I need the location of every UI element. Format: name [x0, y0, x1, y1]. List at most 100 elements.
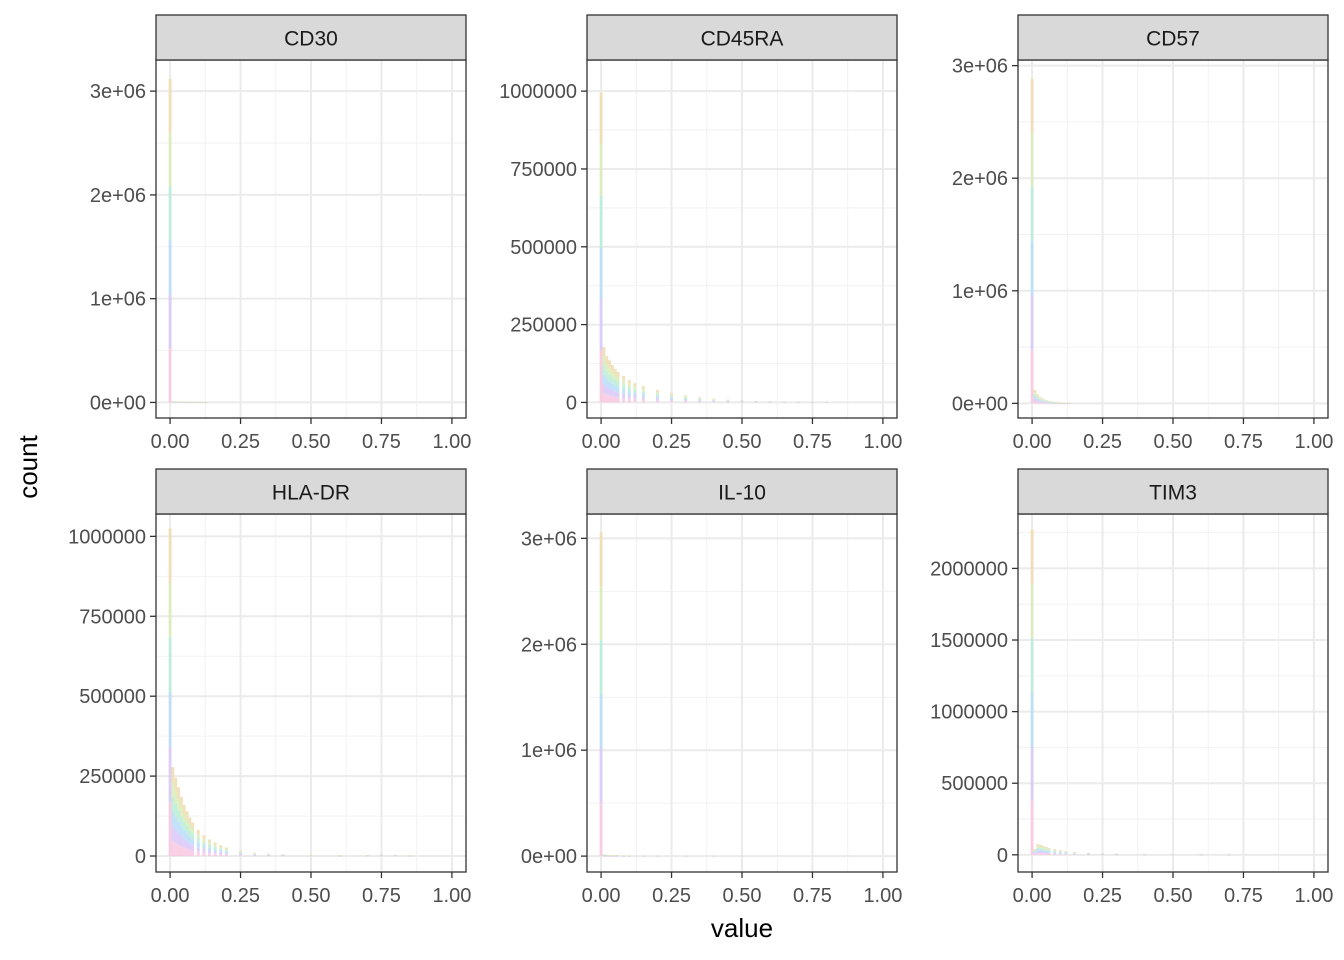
histogram-bar-segment — [1039, 849, 1043, 852]
histogram-bar — [1055, 402, 1059, 404]
histogram-bar — [174, 401, 178, 403]
x-tick-label: 0.50 — [1154, 431, 1193, 453]
histogram-bar-segment — [1044, 846, 1048, 849]
histogram-bar-segment — [605, 854, 609, 856]
histogram-bar — [191, 822, 195, 857]
histogram-bar-segment — [168, 692, 172, 747]
histogram-bar — [616, 855, 620, 857]
histogram-bar-segment — [610, 396, 614, 403]
histogram-bar — [1086, 852, 1090, 855]
histogram-bar-segment — [191, 401, 195, 403]
histogram-bar — [608, 855, 612, 857]
histogram-bar-segment — [379, 854, 383, 856]
histogram-bar — [726, 399, 730, 403]
histogram-bar-segment — [1033, 852, 1037, 854]
y-tick-label: 1500000 — [930, 630, 1008, 652]
x-axis-title: value — [711, 913, 773, 943]
histogram-bar-segment — [1041, 399, 1045, 401]
histogram-bar-segment — [188, 849, 192, 857]
histogram-bar-segment — [1047, 402, 1051, 403]
histogram-bar-segment — [171, 811, 175, 827]
histogram-bar-segment — [1047, 853, 1051, 855]
histogram-bar-segment — [712, 855, 716, 857]
histogram-bar-segment — [599, 532, 603, 587]
histogram-bar-segment — [1030, 746, 1034, 801]
histogram-bar-segment — [605, 371, 609, 380]
histogram-bar-segment — [1072, 854, 1076, 855]
histogram-bar — [1143, 854, 1147, 856]
histogram-bar-segment — [168, 528, 172, 583]
histogram-bar-segment — [1030, 349, 1034, 404]
histogram-bar-segment — [1041, 398, 1045, 400]
histogram-bar-segment — [605, 379, 609, 387]
histogram-bar-segment — [185, 826, 189, 834]
histogram-bar-segment — [655, 855, 659, 857]
histogram-bar — [1041, 398, 1045, 404]
histogram-bar-segment — [1064, 851, 1068, 853]
histogram-bar-segment — [1050, 402, 1054, 403]
histogram-bar-segment — [1036, 397, 1040, 399]
histogram-bar-segment — [1058, 853, 1062, 855]
histogram-bar-segment — [182, 838, 186, 848]
facet-panel: IL-10 0.00 0.25 0.50 0.75 1.00 0e+00 1e+06 2e+06… — [521, 468, 902, 907]
histogram-bar-segment — [1041, 401, 1045, 402]
histogram-bar-segment — [281, 855, 285, 856]
histogram-bar — [740, 855, 744, 857]
histogram-bar — [641, 855, 645, 857]
histogram-bar-segment — [337, 855, 341, 856]
histogram-bar-segment — [1033, 850, 1037, 851]
histogram-bar — [1067, 402, 1071, 404]
facet-panel: CD45RA 0.00 0.25 0.50 0.75 1.00 0 250000 500000 7… — [499, 14, 902, 453]
histogram-bar-segment — [1047, 849, 1051, 851]
histogram-bar-segment — [1044, 401, 1048, 402]
histogram-bar — [1227, 854, 1231, 856]
histogram-bar-segment — [1064, 854, 1068, 855]
histogram-bar — [1053, 401, 1057, 404]
histogram-bar-segment — [196, 847, 200, 852]
histogram-bar — [365, 855, 369, 857]
histogram-bar-segment — [605, 363, 609, 372]
x-tick-label: 0.50 — [292, 885, 331, 907]
histogram-bar-segment — [219, 848, 223, 851]
x-tick-label: 1.00 — [863, 885, 902, 907]
histogram-bar-segment — [1044, 402, 1048, 403]
x-tick-label: 0.75 — [793, 431, 832, 453]
histogram-bar-segment — [1044, 850, 1048, 853]
histogram-bar-segment — [213, 851, 217, 854]
y-tick-label: 3e+06 — [90, 81, 146, 103]
histogram-bar — [622, 375, 626, 403]
histogram-bar-segment — [174, 790, 178, 804]
histogram-bar — [670, 393, 674, 403]
histogram-bar-segment — [1033, 849, 1037, 851]
histogram-bar-segment — [202, 835, 206, 839]
histogram-bar-segment — [213, 842, 217, 845]
histogram-bar-segment — [768, 401, 772, 402]
y-tick-label: 2e+06 — [952, 168, 1008, 190]
histogram-bar-segment — [177, 821, 181, 834]
histogram-bar-segment — [754, 401, 758, 402]
histogram-bar — [627, 380, 631, 403]
y-tick-label: 1e+06 — [952, 281, 1008, 303]
histogram-bar — [1044, 399, 1048, 404]
histogram-bar-segment — [185, 818, 189, 827]
histogram-bar-segment — [602, 855, 606, 856]
histogram-bar-segment — [1036, 394, 1040, 396]
histogram-bar-segment — [267, 855, 271, 856]
facet-panels: CD30 0.00 0.25 0.50 0.75 1.00 0e+00 1e+06 2e+06 3… — [68, 14, 1333, 907]
histogram-bar-segment — [267, 854, 271, 856]
histogram-bar-segment — [281, 854, 285, 855]
x-tick-label: 0.75 — [1224, 885, 1263, 907]
histogram-bar-segment — [1044, 402, 1048, 404]
histogram-bar-segment — [379, 855, 383, 857]
histogram-bar-segment — [610, 371, 614, 378]
histogram-bar-segment — [1199, 854, 1203, 855]
histogram-bar-segment — [1072, 853, 1076, 855]
histogram-bar-segment — [1036, 845, 1040, 848]
histogram-bar-segment — [684, 395, 688, 397]
histogram-bar — [641, 386, 645, 403]
histogram-bar-segment — [616, 371, 620, 378]
facet-strip — [586, 468, 898, 515]
histogram-bar-segment — [1064, 852, 1068, 854]
histogram-bar-segment — [684, 398, 688, 401]
histogram-bar-segment — [1039, 848, 1043, 850]
